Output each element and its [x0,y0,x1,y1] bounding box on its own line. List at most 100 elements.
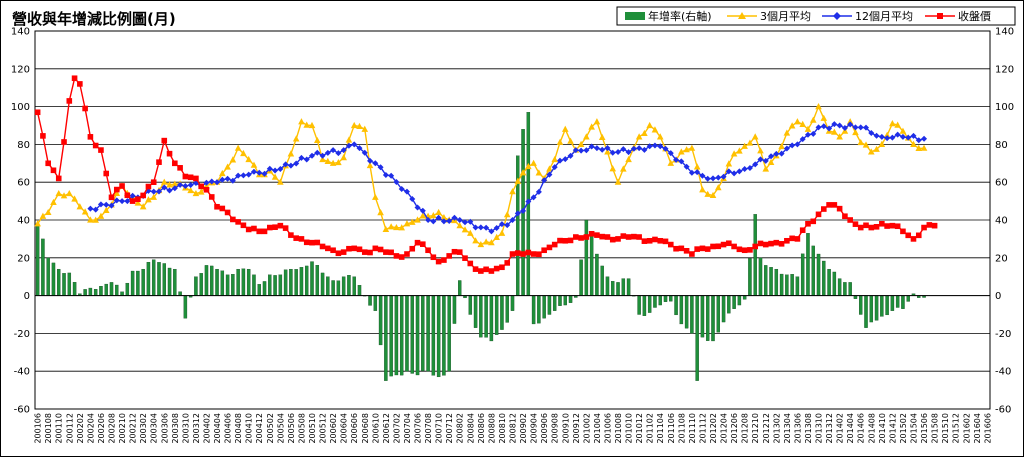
close-marker [567,237,574,244]
ma3-marker [145,196,152,203]
yoy-bar [790,274,794,296]
x-tick-label: 200510 [308,413,317,444]
ma3-marker [403,220,411,227]
close-marker [852,221,859,227]
yoy-bar [394,295,399,376]
ma3-marker [229,156,237,163]
yoy-bar [326,276,330,296]
close-marker [161,137,168,144]
x-tick-label: 200310 [181,413,190,444]
x-tick-label: 201510 [941,413,950,444]
ma3-marker [788,122,796,129]
ma3-marker [39,212,47,219]
ma12-marker [345,142,352,149]
ma3-marker [303,121,311,128]
close-marker [135,196,141,203]
close-marker [319,243,326,250]
ma3-marker [656,133,664,140]
yoy-bar [658,295,662,306]
x-tick-label: 201006 [603,413,612,444]
y-right-tick-label: 80 [995,140,1008,151]
x-tick-label: 200106 [34,413,43,444]
ma12-marker [852,124,859,131]
y-left-tick-label: 80 [17,140,30,151]
yoy-bar [136,270,140,296]
close-marker [857,224,864,231]
ma12-marker [319,152,326,159]
x-tick-label: 201210 [751,413,760,444]
chart-title: 營收與年增減比例圖(月) [12,10,176,28]
yoy-bar [146,261,151,296]
yoy-bar [764,265,768,296]
ma12-marker [746,165,753,172]
ma3-marker [625,155,632,163]
yoy-bar [157,262,161,296]
yoy-bar [721,295,726,323]
yoy-bar [262,281,267,296]
x-tick-label: 201512 [952,413,961,444]
yoy-bar [57,268,61,296]
ma12-marker [498,221,505,228]
x-tick-label: 200806 [477,413,486,444]
close-marker [514,250,521,256]
ma12-marker [572,147,579,154]
close-marker [398,254,405,260]
ma12-marker [562,156,569,163]
yoy-bar [210,265,214,296]
close-marker [87,134,94,140]
ma3-marker [730,150,738,157]
ma3-marker [329,159,337,166]
close-marker [224,209,231,216]
ma12-marker [810,130,817,137]
ma12-marker [409,196,416,203]
close-marker [140,192,146,199]
close-marker [894,223,901,230]
ma12-marker [456,217,463,223]
close-marker [245,226,252,233]
close-marker [172,160,178,167]
close-marker [931,222,938,229]
close-marker [446,253,452,259]
close-marker [715,243,722,250]
close-marker [536,251,542,258]
x-tick-label: 201106 [667,413,676,444]
ma3-marker [287,150,295,157]
ma12-marker [161,184,168,191]
ma12-marker [525,198,532,205]
close-marker [103,170,110,177]
ma12-marker [303,156,310,163]
yoy-bar [568,295,573,303]
x-tick-label: 200706 [414,413,423,444]
ma3-marker [456,222,464,229]
x-tick-label: 200710 [435,413,444,444]
close-marker [847,217,853,223]
ma3-marker [197,188,205,195]
yoy-bar [605,276,610,296]
ma3-marker [846,118,854,125]
y-left-tick-label: 20 [17,253,30,264]
ma3-marker [192,189,200,197]
ma3-marker [736,147,743,154]
close-marker [683,248,690,254]
yoy-bar [552,295,557,311]
yoy-bar [283,269,288,296]
ma3-marker [102,206,110,213]
close-marker [235,219,241,225]
close-marker [620,233,627,239]
x-tick-label: 201304 [783,413,792,444]
ma12-marker [630,145,637,152]
ma12-marker [287,162,294,169]
close-marker [66,98,73,104]
legend-close-marker [937,13,943,19]
yoy-bar [141,268,145,296]
ma12-marker [171,185,178,192]
yoy-bar [236,268,240,296]
close-marker [50,167,57,174]
ma3-marker [867,148,875,155]
y-right-tick-label: -60 [995,405,1011,416]
ma3-marker [751,133,759,140]
close-marker [119,183,125,189]
legend: 年增率(右軸) 3個月平均 12個月平均 收盤價 [616,6,1016,26]
ma12-marker [609,149,616,156]
yoy-bar [653,295,657,308]
